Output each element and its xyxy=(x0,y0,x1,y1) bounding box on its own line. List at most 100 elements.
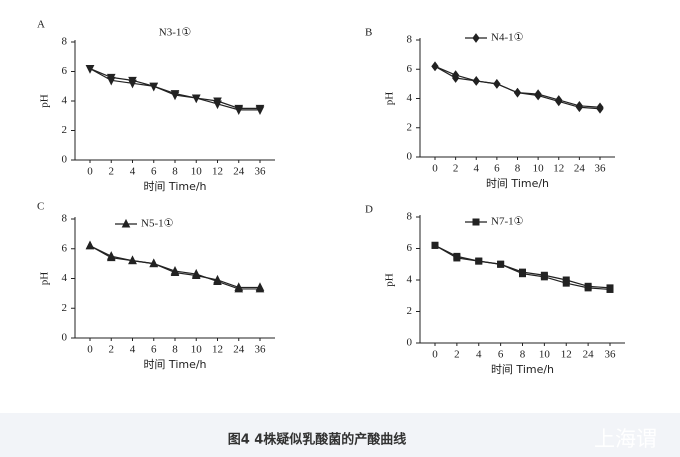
marker xyxy=(513,87,522,98)
marker xyxy=(170,265,180,275)
marker xyxy=(128,255,137,265)
y-tick-label: 2 xyxy=(407,121,413,133)
x-tick-label: 0 xyxy=(87,344,93,356)
x-tick-label: 36 xyxy=(255,166,267,178)
x-tick-label: 6 xyxy=(151,166,157,178)
line xyxy=(434,244,611,289)
y-tick-label: 2 xyxy=(407,305,413,317)
watermark: 上海谓 xyxy=(594,427,657,451)
marker xyxy=(106,252,116,262)
x-tick-label: 36 xyxy=(595,163,607,175)
y-tick-label: 2 xyxy=(62,124,68,136)
y-tick-label: 0 xyxy=(62,332,68,344)
marker xyxy=(234,106,244,115)
legend-label: N7-1① xyxy=(491,216,524,228)
x-tick-label: 6 xyxy=(498,349,504,361)
marker xyxy=(596,103,604,114)
marker xyxy=(149,82,159,92)
marker xyxy=(255,106,265,115)
x-tick-label: 36 xyxy=(255,344,267,356)
x-tick-label: 12 xyxy=(553,163,564,175)
marker xyxy=(191,268,201,278)
marker xyxy=(606,285,614,293)
marker xyxy=(562,279,570,287)
marker xyxy=(234,283,244,293)
x-tick-label: 12 xyxy=(212,166,223,178)
chart-title: N3-1① xyxy=(159,27,192,39)
x-tick-label: 4 xyxy=(130,166,136,178)
x-tick-label: 8 xyxy=(520,349,526,361)
x-tick-label: 2 xyxy=(109,344,115,356)
marker xyxy=(475,257,483,265)
marker xyxy=(431,241,439,249)
y-tick-label: 4 xyxy=(62,272,68,284)
x-tick-label: 24 xyxy=(583,349,595,361)
y-tick-label: 2 xyxy=(62,302,68,314)
marker xyxy=(85,240,95,250)
caption-band xyxy=(0,413,680,457)
marker xyxy=(255,283,265,293)
x-tick-label: 12 xyxy=(561,349,572,361)
x-tick-label: 2 xyxy=(453,163,459,175)
caption: 图4 4株疑似乳酸菌的产酸曲线 xyxy=(228,432,407,448)
marker xyxy=(431,61,439,72)
y-tick-label: 4 xyxy=(62,95,68,107)
marker xyxy=(472,33,480,43)
x-tick-label: 10 xyxy=(539,349,551,361)
line xyxy=(434,65,601,108)
y-tick-label: 6 xyxy=(62,65,68,77)
marker xyxy=(555,96,563,107)
x-tick-label: 0 xyxy=(87,166,93,178)
x-tick-label: 24 xyxy=(574,163,586,175)
y-tick-label: 6 xyxy=(407,63,413,75)
marker xyxy=(534,90,542,101)
marker xyxy=(85,65,95,74)
x-tick-label: 8 xyxy=(172,344,178,356)
x-tick-label: 6 xyxy=(494,163,500,175)
y-tick-label: 0 xyxy=(407,337,413,349)
line xyxy=(434,65,601,110)
y-tick-label: 8 xyxy=(62,213,68,225)
x-tick-label: 24 xyxy=(233,344,245,356)
marker xyxy=(128,79,137,89)
x-tick-label: 0 xyxy=(432,349,438,361)
x-tick-label: 8 xyxy=(172,166,178,178)
marker xyxy=(497,260,505,268)
x-axis-label: 时间 Time/h xyxy=(143,358,206,371)
marker xyxy=(472,218,480,226)
y-tick-label: 4 xyxy=(407,274,413,286)
y-axis-label: pH xyxy=(39,272,51,286)
y-tick-label: 8 xyxy=(407,211,413,223)
y-tick-label: 0 xyxy=(62,154,68,166)
y-tick-label: 6 xyxy=(62,242,68,254)
legend-label: N5-1① xyxy=(141,218,174,230)
marker xyxy=(213,276,222,285)
x-axis-label: 时间 Time/h xyxy=(486,177,549,190)
marker xyxy=(191,94,201,104)
x-tick-label: 24 xyxy=(233,166,245,178)
legend-label: N4-1① xyxy=(491,32,524,44)
marker xyxy=(472,76,480,86)
marker xyxy=(519,270,526,278)
y-tick-label: 0 xyxy=(407,151,413,163)
panel-label: D xyxy=(365,204,373,216)
marker xyxy=(121,218,131,228)
panel-label: C xyxy=(37,201,44,213)
line xyxy=(89,68,260,111)
x-tick-label: 10 xyxy=(191,344,203,356)
line xyxy=(89,67,260,109)
y-tick-label: 8 xyxy=(407,34,413,46)
x-tick-label: 0 xyxy=(432,163,438,175)
y-tick-label: 6 xyxy=(407,242,413,254)
marker xyxy=(584,284,592,292)
marker xyxy=(493,79,501,89)
marker xyxy=(149,258,159,268)
y-axis-label: pH xyxy=(384,92,396,106)
x-tick-label: 4 xyxy=(476,349,482,361)
panel-label: A xyxy=(37,19,45,31)
marker xyxy=(575,102,583,113)
marker xyxy=(452,73,460,83)
x-tick-label: 10 xyxy=(191,166,203,178)
x-tick-label: 6 xyxy=(151,344,157,356)
